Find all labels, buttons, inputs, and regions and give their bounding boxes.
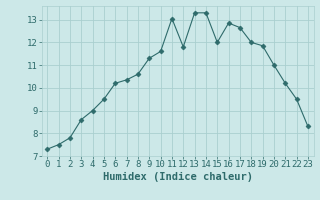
X-axis label: Humidex (Indice chaleur): Humidex (Indice chaleur) [103,172,252,182]
